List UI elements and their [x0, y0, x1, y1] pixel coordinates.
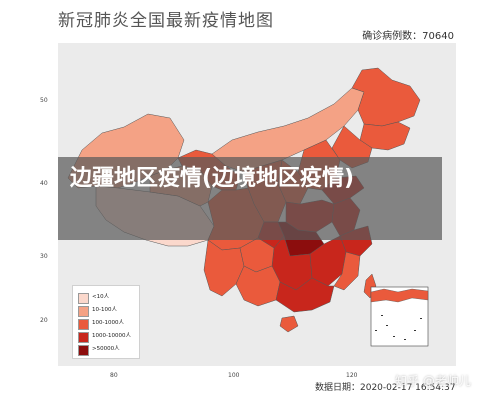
y-tick-30: 30	[40, 253, 48, 260]
legend-item: <10人	[78, 293, 138, 304]
legend: <10人 10-100人 100-1000人 1000-10000人 >5000…	[72, 285, 140, 359]
legend-swatch	[78, 306, 89, 317]
x-tick-100: 100	[228, 372, 240, 379]
region-fujian	[333, 251, 361, 291]
legend-item: 100-1000人	[78, 319, 138, 330]
data-date: 数据日期：2020-02-17 16:54:37	[315, 383, 456, 393]
confirmed-count: 确诊病例数：70640	[362, 31, 454, 42]
inset-coast	[370, 288, 429, 303]
legend-item: 10-100人	[78, 306, 138, 317]
x-tick-80: 80	[110, 372, 118, 379]
legend-label: <10人	[92, 294, 110, 300]
legend-item: 1000-10000人	[78, 332, 138, 343]
region-heilongjiang	[351, 67, 421, 127]
legend-swatch	[78, 345, 89, 356]
y-tick-20: 20	[40, 317, 48, 324]
headline-text: 边疆地区疫情(边境地区疫情)	[70, 166, 355, 191]
legend-label: 1000-10000人	[92, 333, 131, 339]
legend-item: >50000人	[78, 345, 138, 356]
map-title: 新冠肺炎全国最新疫情地图	[58, 11, 274, 31]
legend-swatch	[78, 332, 89, 343]
legend-label: 100-1000人	[92, 320, 124, 326]
legend-label: >50000人	[92, 346, 120, 352]
legend-swatch	[78, 319, 89, 330]
region-guangdong	[275, 277, 335, 313]
headline-overlay: 边疆地区疫情(边境地区疫情)	[58, 157, 442, 240]
x-tick-120: 120	[346, 372, 358, 379]
legend-label: 10-100人	[92, 307, 117, 313]
y-tick-50: 50	[40, 97, 48, 104]
region-hainan	[279, 315, 299, 333]
watermark: 知乎 @老帅儿	[395, 374, 471, 388]
y-tick-40: 40	[40, 180, 48, 187]
region-guangxi	[235, 265, 281, 307]
inset-islands	[375, 315, 422, 340]
legend-swatch	[78, 293, 89, 304]
